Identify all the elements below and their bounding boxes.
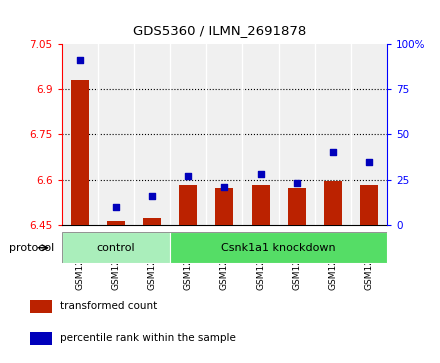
Bar: [143, 219, 161, 225]
Bar: [30, 300, 52, 313]
Bar: [62, 232, 170, 263]
Bar: [288, 188, 306, 225]
Text: Csnk1a1 knockdown: Csnk1a1 knockdown: [221, 243, 336, 253]
Text: transformed count: transformed count: [60, 301, 157, 311]
Text: protocol: protocol: [9, 243, 54, 253]
Bar: [170, 232, 387, 263]
Point: [185, 173, 192, 179]
Point: [293, 180, 300, 186]
Text: control: control: [96, 243, 135, 253]
Point: [112, 204, 119, 210]
Bar: [360, 185, 378, 225]
Bar: [71, 80, 89, 225]
Point: [221, 184, 228, 190]
Bar: [252, 185, 270, 225]
Point: [76, 57, 83, 63]
Bar: [215, 188, 234, 225]
Text: GDS5360 / ILMN_2691878: GDS5360 / ILMN_2691878: [133, 24, 307, 37]
Text: percentile rank within the sample: percentile rank within the sample: [60, 333, 235, 343]
Bar: [30, 332, 52, 345]
Bar: [107, 221, 125, 225]
Bar: [324, 181, 342, 225]
Point: [149, 193, 156, 199]
Point: [366, 159, 373, 164]
Point: [257, 171, 264, 177]
Bar: [179, 185, 197, 225]
Point: [330, 150, 337, 155]
